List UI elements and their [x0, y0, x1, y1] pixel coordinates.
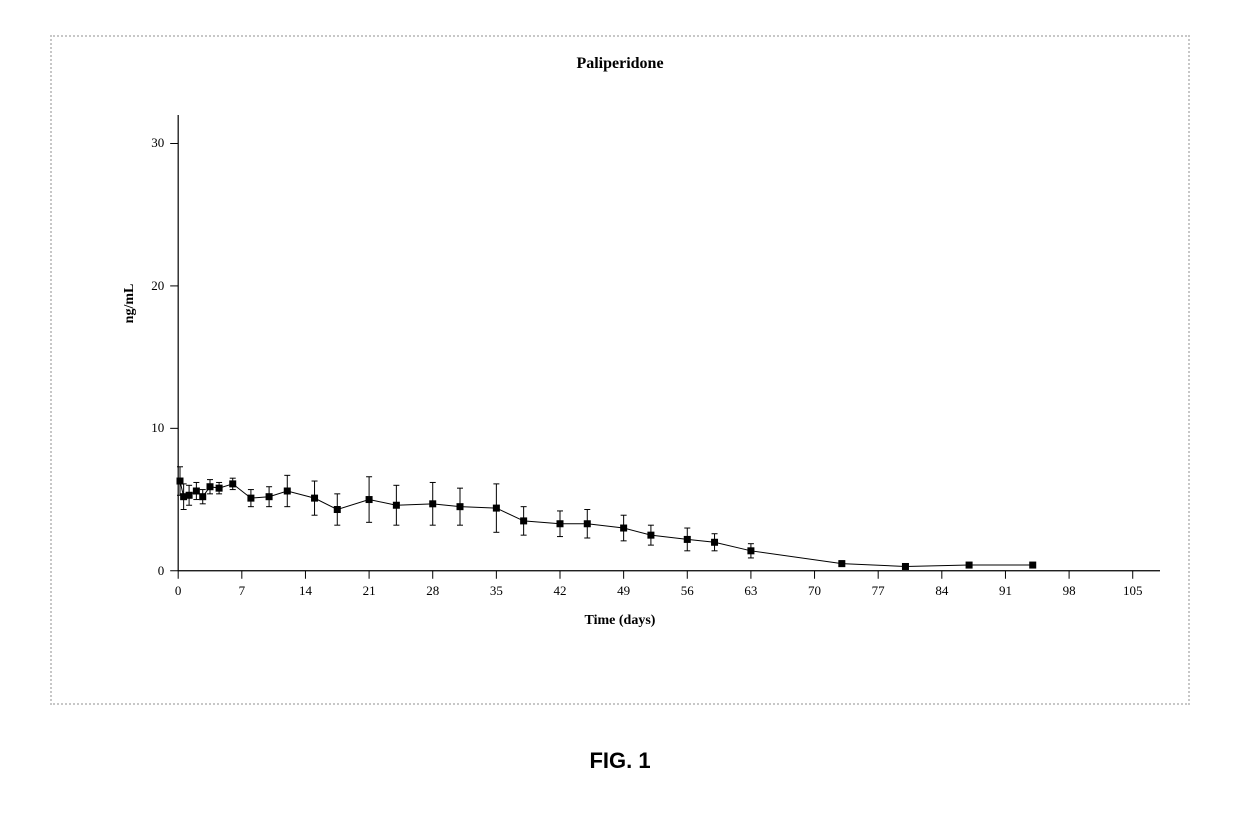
x-tick-label: 98	[1063, 583, 1076, 599]
x-axis-label: Time (days)	[52, 613, 1188, 629]
x-tick-label: 42	[554, 583, 567, 599]
chart-title: Paliperidone	[52, 55, 1188, 73]
y-axis-label: ng/mL	[122, 233, 138, 374]
x-tick-label: 77	[872, 583, 885, 599]
y-tick-label: 10	[134, 420, 164, 436]
x-tick-label: 35	[490, 583, 503, 599]
x-tick-label: 14	[299, 583, 312, 599]
figure-caption: FIG. 1	[0, 748, 1240, 774]
plot-svg	[160, 115, 1160, 585]
x-tick-label: 70	[808, 583, 821, 599]
y-tick-label: 30	[134, 135, 164, 151]
x-tick-label: 49	[617, 583, 630, 599]
x-tick-label: 84	[935, 583, 948, 599]
x-tick-label: 21	[363, 583, 376, 599]
x-tick-label: 105	[1123, 583, 1143, 599]
y-tick-label: 0	[134, 563, 164, 579]
chart-panel: Paliperidone ng/mL 071421283542495663707…	[50, 35, 1190, 705]
x-tick-label: 0	[175, 583, 182, 599]
x-tick-label: 56	[681, 583, 694, 599]
x-tick-label: 91	[999, 583, 1012, 599]
plot-area: ng/mL 0714212835424956637077849198105010…	[160, 115, 1160, 585]
x-tick-label: 28	[426, 583, 439, 599]
y-tick-label: 20	[134, 278, 164, 294]
figure-wrap: Paliperidone ng/mL 071421283542495663707…	[0, 0, 1240, 828]
x-tick-label: 7	[239, 583, 246, 599]
x-tick-label: 63	[744, 583, 757, 599]
